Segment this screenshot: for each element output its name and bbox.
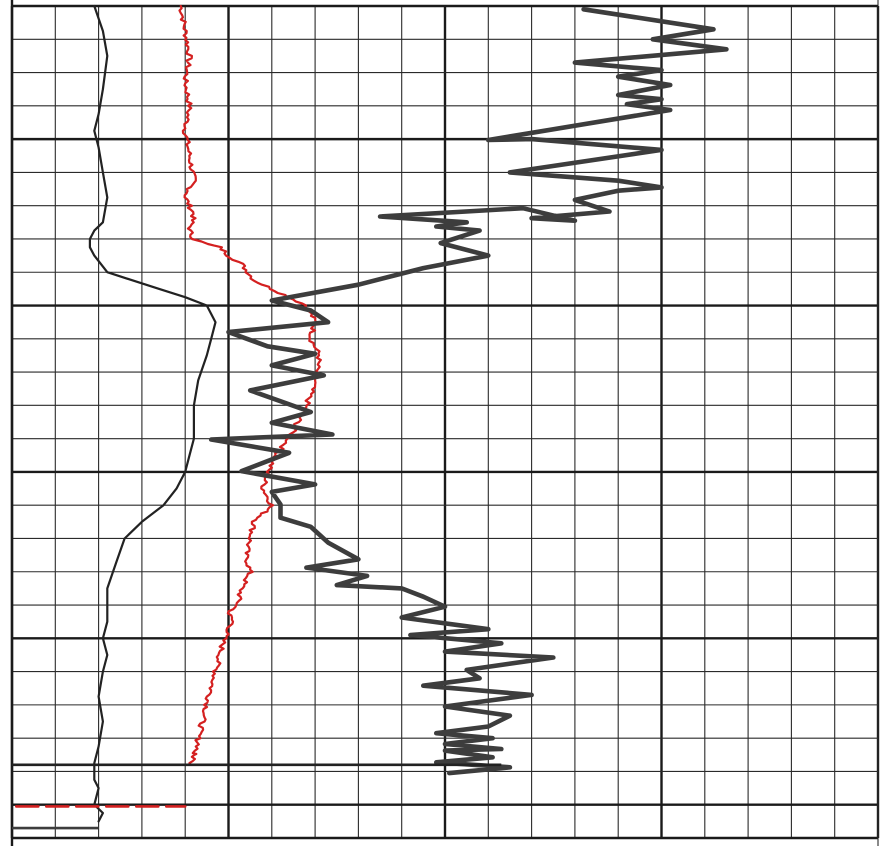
annotation-layer bbox=[12, 763, 502, 830]
series-line-1 bbox=[88, 4, 217, 823]
series-line-2 bbox=[178, 4, 322, 765]
series-line-3 bbox=[208, 7, 729, 776]
series-layer bbox=[14, 4, 729, 823]
grid-layer bbox=[10, 0, 880, 846]
